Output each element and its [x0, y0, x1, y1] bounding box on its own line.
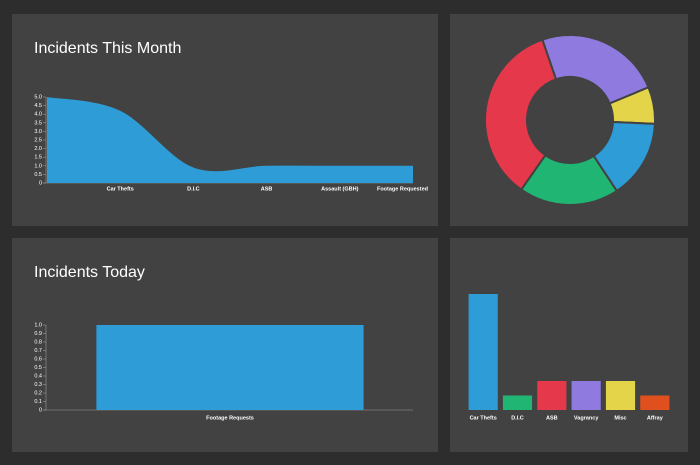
- x-tick-label: Vagrancy: [574, 415, 599, 421]
- y-tick-label: 2.0: [34, 146, 42, 152]
- x-tick-label: Affray: [647, 415, 664, 421]
- x-tick-label: Footage Requests: [206, 415, 254, 421]
- bar: [468, 294, 498, 410]
- y-tick-label: 4.5: [34, 103, 42, 109]
- x-tick-label: Footage Requested: [377, 186, 428, 192]
- y-tick-label: 1.0: [34, 163, 42, 169]
- y-tick-label: 0.5: [34, 172, 42, 178]
- bar: [96, 325, 364, 410]
- y-tick-label: 4.0: [34, 112, 42, 118]
- y-tick-label: 0.2: [34, 390, 42, 396]
- x-tick-label: Misc: [614, 415, 626, 421]
- y-tick-label: 0.5: [34, 365, 42, 371]
- doughnut-segment: [484, 38, 558, 192]
- y-tick-label: 0.9: [34, 331, 42, 337]
- y-tick-label: 0.7: [34, 348, 42, 354]
- x-tick-label: Car Thefts: [470, 415, 497, 421]
- area: [47, 97, 413, 183]
- x-tick-label: D.I.C: [511, 415, 524, 421]
- x-tick-label: ASB: [261, 186, 273, 192]
- y-tick-label: 0: [39, 407, 42, 413]
- y-tick-label: 3.5: [34, 120, 42, 126]
- x-tick-label: Assault (GBH): [321, 186, 358, 192]
- y-tick-label: 0.6: [34, 356, 42, 362]
- bar: [571, 381, 601, 410]
- x-tick-label: Car Thefts: [107, 186, 134, 192]
- y-tick-label: 0.3: [34, 382, 42, 388]
- x-tick-label: D.I.C: [187, 186, 200, 192]
- y-tick-label: 1.5: [34, 155, 42, 161]
- chart-title: Incidents This Month: [34, 40, 181, 57]
- y-tick-label: 0.1: [34, 399, 42, 405]
- doughnut-segment: [541, 34, 650, 105]
- y-tick-label: 1.0: [34, 322, 42, 328]
- y-tick-label: 2.5: [34, 137, 42, 143]
- y-tick-label: 3.0: [34, 129, 42, 135]
- bar: [605, 381, 636, 410]
- bar: [640, 395, 670, 410]
- chart-title: Incidents Today: [34, 264, 145, 281]
- bar: [502, 395, 533, 410]
- y-tick-label: 5.0: [34, 94, 42, 100]
- y-tick-label: 0.8: [34, 339, 42, 345]
- y-tick-label: 0: [39, 180, 42, 186]
- bar: [537, 381, 567, 410]
- x-tick-label: ASB: [546, 415, 558, 421]
- y-tick-label: 0.4: [34, 373, 42, 379]
